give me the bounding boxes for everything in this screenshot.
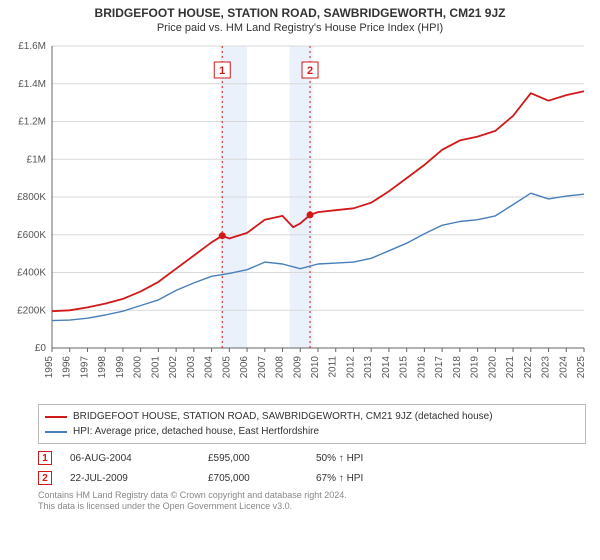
svg-text:£1.6M: £1.6M <box>18 41 46 52</box>
marker-badge-2: 2 <box>38 471 52 485</box>
legend-row: HPI: Average price, detached house, East… <box>45 424 579 439</box>
svg-text:2005: 2005 <box>221 356 232 379</box>
svg-text:2020: 2020 <box>487 356 498 379</box>
marker-date: 06-AUG-2004 <box>70 453 190 464</box>
svg-text:2019: 2019 <box>470 356 481 379</box>
svg-text:2: 2 <box>307 65 313 77</box>
svg-text:2014: 2014 <box>381 356 392 379</box>
legend-label-property: BRIDGEFOOT HOUSE, STATION ROAD, SAWBRIDG… <box>73 411 493 422</box>
svg-text:1: 1 <box>219 65 225 77</box>
svg-text:1999: 1999 <box>115 356 126 379</box>
svg-text:2022: 2022 <box>523 356 534 379</box>
marker-price: £595,000 <box>208 453 298 464</box>
legend-label-hpi: HPI: Average price, detached house, East… <box>73 426 319 437</box>
chart-area: £0 £200K £400K £600K £800K £1M £1.2M £1.4M £1.6M… <box>8 38 592 398</box>
marker-row: 2 22-JUL-2009 £705,000 67% ↑ HPI <box>38 468 586 488</box>
footer-line: Contains HM Land Registry data © Crown c… <box>38 490 586 501</box>
svg-text:£600K: £600K <box>17 230 46 241</box>
svg-text:1996: 1996 <box>62 356 73 379</box>
legend-swatch-hpi <box>45 431 67 433</box>
svg-text:2001: 2001 <box>150 356 161 379</box>
svg-text:2003: 2003 <box>186 356 197 379</box>
svg-text:2007: 2007 <box>257 356 268 379</box>
svg-text:2010: 2010 <box>310 356 321 379</box>
svg-text:£800K: £800K <box>17 192 46 203</box>
svg-text:2021: 2021 <box>505 356 516 379</box>
chart-container: BRIDGEFOOT HOUSE, STATION ROAD, SAWBRIDG… <box>0 0 600 560</box>
legend-row: BRIDGEFOOT HOUSE, STATION ROAD, SAWBRIDG… <box>45 409 579 424</box>
svg-text:2015: 2015 <box>399 356 410 379</box>
svg-text:1997: 1997 <box>79 356 90 379</box>
svg-text:£400K: £400K <box>17 268 46 279</box>
chart-subtitle: Price paid vs. HM Land Registry's House … <box>8 22 592 34</box>
svg-text:£200K: £200K <box>17 305 46 316</box>
footer-attribution: Contains HM Land Registry data © Crown c… <box>38 490 586 512</box>
marker-row: 1 06-AUG-2004 £595,000 50% ↑ HPI <box>38 448 586 468</box>
marker-date: 22-JUL-2009 <box>70 473 190 484</box>
svg-text:2004: 2004 <box>204 356 215 379</box>
marker-table: 1 06-AUG-2004 £595,000 50% ↑ HPI 2 22-JU… <box>38 448 586 488</box>
marker-price: £705,000 <box>208 473 298 484</box>
svg-text:2023: 2023 <box>541 356 552 379</box>
footer-line: This data is licensed under the Open Gov… <box>38 501 586 512</box>
svg-text:2011: 2011 <box>328 356 339 378</box>
marker-hpi: 50% ↑ HPI <box>316 453 406 464</box>
svg-text:1998: 1998 <box>97 356 108 379</box>
svg-text:£0: £0 <box>35 343 47 354</box>
svg-text:2009: 2009 <box>292 356 303 379</box>
chart-title: BRIDGEFOOT HOUSE, STATION ROAD, SAWBRIDG… <box>8 6 592 20</box>
svg-text:2017: 2017 <box>434 356 445 379</box>
legend-swatch-property <box>45 416 67 418</box>
svg-text:2002: 2002 <box>168 356 179 379</box>
svg-text:£1.4M: £1.4M <box>18 79 46 90</box>
legend: BRIDGEFOOT HOUSE, STATION ROAD, SAWBRIDG… <box>38 404 586 444</box>
svg-text:2013: 2013 <box>363 356 374 379</box>
svg-text:2000: 2000 <box>133 356 144 379</box>
svg-text:2008: 2008 <box>275 356 286 379</box>
svg-text:2016: 2016 <box>416 356 427 379</box>
svg-text:2024: 2024 <box>558 356 569 379</box>
marker-badge-1: 1 <box>38 451 52 465</box>
svg-text:2006: 2006 <box>239 356 250 379</box>
svg-text:1995: 1995 <box>44 356 55 379</box>
marker-hpi: 67% ↑ HPI <box>316 473 406 484</box>
svg-text:2025: 2025 <box>576 356 587 379</box>
svg-text:2018: 2018 <box>452 356 463 379</box>
line-chart: £0 £200K £400K £600K £800K £1M £1.2M £1.4M £1.6M… <box>8 38 592 398</box>
svg-text:2012: 2012 <box>345 356 356 379</box>
svg-text:£1.2M: £1.2M <box>18 117 46 128</box>
svg-text:£1M: £1M <box>27 154 46 165</box>
